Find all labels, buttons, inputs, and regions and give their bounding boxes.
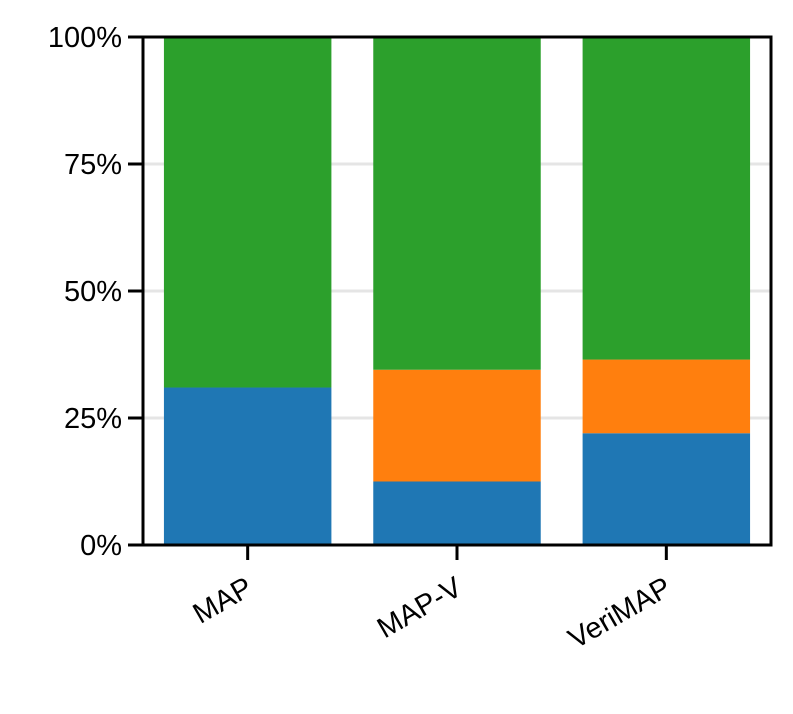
bar-segment-verimap-2 (582, 37, 751, 360)
y-tick-label: 0% (80, 530, 122, 562)
bar-segment-map-0 (163, 387, 332, 545)
bar-segment-verimap-0 (582, 433, 751, 545)
bar-segment-map-2 (163, 37, 332, 388)
y-tick-label: 100% (48, 22, 122, 54)
y-axis: 0% 25% 50% 75% 100% (48, 22, 143, 562)
bar-segment-map-v-1 (373, 369, 541, 482)
bar-segment-map-v-2 (373, 37, 541, 370)
bars-layer (163, 37, 751, 545)
x-tick-label-map-v: MAP-V (372, 571, 468, 645)
y-tick-label: 75% (64, 149, 122, 181)
y-tick-label: 50% (64, 276, 122, 308)
x-tick-label-map: MAP (188, 571, 258, 630)
bar-segment-verimap-1 (582, 359, 751, 434)
y-tick-label: 25% (64, 403, 122, 435)
bar-segment-map-v-0 (373, 481, 541, 545)
x-tick-label-verimap: VeriMAP (563, 571, 677, 655)
x-axis: MAP MAP-V VeriMAP (188, 545, 677, 655)
